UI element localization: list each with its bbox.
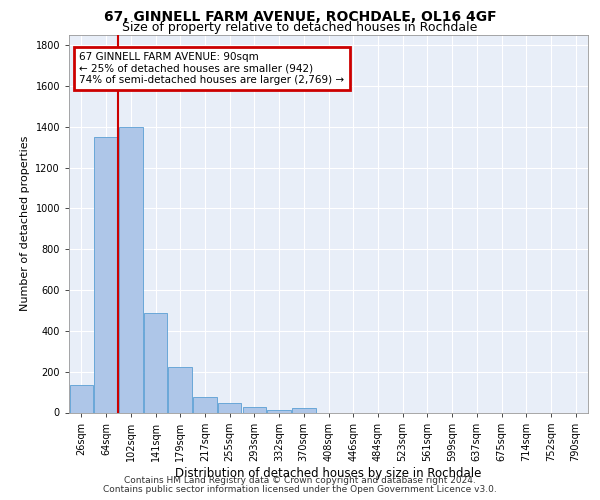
Bar bbox=[70, 385, 93, 412]
Bar bbox=[144, 312, 167, 412]
Bar bbox=[218, 404, 241, 412]
Bar bbox=[193, 397, 217, 412]
Bar bbox=[242, 407, 266, 412]
Text: Size of property relative to detached houses in Rochdale: Size of property relative to detached ho… bbox=[122, 22, 478, 35]
Bar bbox=[119, 127, 143, 412]
Text: 67, GINNELL FARM AVENUE, ROCHDALE, OL16 4GF: 67, GINNELL FARM AVENUE, ROCHDALE, OL16 … bbox=[104, 10, 496, 24]
X-axis label: Distribution of detached houses by size in Rochdale: Distribution of detached houses by size … bbox=[175, 466, 482, 479]
Text: 67 GINNELL FARM AVENUE: 90sqm
← 25% of detached houses are smaller (942)
74% of : 67 GINNELL FARM AVENUE: 90sqm ← 25% of d… bbox=[79, 52, 344, 85]
Text: Contains HM Land Registry data © Crown copyright and database right 2024.: Contains HM Land Registry data © Crown c… bbox=[124, 476, 476, 485]
Y-axis label: Number of detached properties: Number of detached properties bbox=[20, 136, 30, 312]
Text: Contains public sector information licensed under the Open Government Licence v3: Contains public sector information licen… bbox=[103, 485, 497, 494]
Bar bbox=[268, 410, 291, 412]
Bar bbox=[292, 408, 316, 412]
Bar bbox=[169, 366, 192, 412]
Bar bbox=[94, 137, 118, 412]
